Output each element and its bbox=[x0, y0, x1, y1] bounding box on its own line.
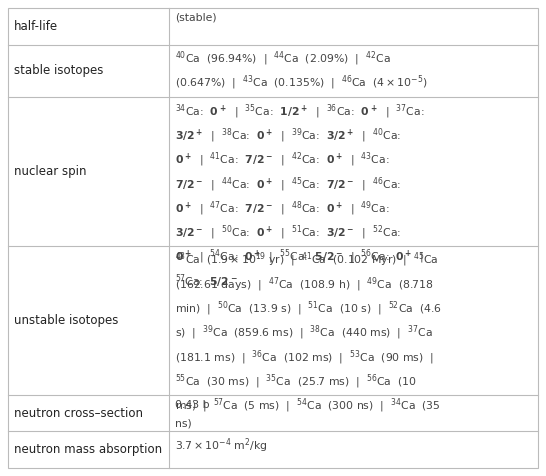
Text: 0.43 b: 0.43 b bbox=[175, 400, 210, 410]
Text: $^{40}$Ca  (96.94%)  |  $^{44}$Ca  (2.09%)  |  $^{42}$Ca
(0.647%)  |  $^{43}$Ca : $^{40}$Ca (96.94%) | $^{44}$Ca (2.09%) |… bbox=[175, 50, 428, 92]
Text: stable isotopes: stable isotopes bbox=[14, 64, 103, 78]
Text: half-life: half-life bbox=[14, 20, 58, 33]
Text: unstable isotopes: unstable isotopes bbox=[14, 314, 118, 327]
Text: (stable): (stable) bbox=[175, 13, 217, 23]
Text: neutron cross–section: neutron cross–section bbox=[14, 407, 143, 420]
Text: neutron mass absorption: neutron mass absorption bbox=[14, 443, 162, 456]
Text: $^{34}$Ca:  $\mathbf{0^+}$  |  $^{35}$Ca:  $\mathbf{1/2^+}$  |  $^{36}$Ca:  $\ma: $^{34}$Ca: $\mathbf{0^+}$ | $^{35}$Ca: $… bbox=[175, 102, 425, 290]
Text: nuclear spin: nuclear spin bbox=[14, 165, 86, 178]
Text: $^{48}$Ca  ($1.9\times10^{19}$ yr)  |  $^{41}$Ca  (0.102 Myr)  |  $^{45}$Ca
(162: $^{48}$Ca ($1.9\times10^{19}$ yr) | $^{4… bbox=[175, 251, 442, 429]
Text: $3.7\times10^{-4}$ m$^2$/kg: $3.7\times10^{-4}$ m$^2$/kg bbox=[175, 436, 268, 455]
